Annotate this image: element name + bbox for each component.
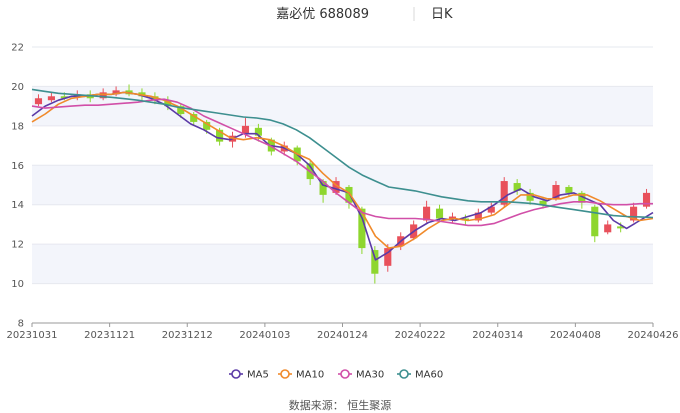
candle-body bbox=[34, 98, 43, 105]
candle-body bbox=[642, 192, 651, 207]
candle bbox=[384, 244, 392, 272]
candle bbox=[604, 220, 612, 235]
legend-label: MA30 bbox=[356, 370, 384, 381]
candle-body bbox=[99, 92, 107, 99]
candle-body bbox=[448, 216, 457, 219]
candle bbox=[513, 179, 521, 195]
y-tick-label: 12 bbox=[11, 240, 24, 251]
candle-body bbox=[332, 181, 340, 193]
y-axis: 8 10 12 14 16 18 20 22 bbox=[11, 43, 24, 330]
x-tick-label: 20231212 bbox=[162, 330, 213, 341]
legend-marker-icon bbox=[231, 369, 241, 379]
legend-item-ma60[interactable]: MA60 bbox=[397, 369, 443, 381]
moving-average-lines bbox=[31, 88, 654, 261]
candle bbox=[47, 92, 55, 103]
candle-body bbox=[384, 248, 392, 266]
plot-background bbox=[32, 86, 653, 284]
candle bbox=[642, 188, 651, 209]
x-tick-label: 20231121 bbox=[84, 330, 135, 341]
x-axis: 20231031 20231121 20231212 20240103 20240124… bbox=[7, 322, 679, 341]
candle bbox=[371, 246, 379, 284]
y-tick-label: 16 bbox=[11, 161, 24, 172]
ma-line-ma10 bbox=[31, 91, 654, 249]
candle-body bbox=[112, 90, 120, 95]
y-tick-label: 20 bbox=[11, 82, 24, 93]
candle-body bbox=[630, 206, 638, 221]
legend-marker-icon bbox=[399, 369, 409, 379]
data-source: 数据来源： 恒生聚源 bbox=[289, 398, 392, 412]
y-tick-label: 22 bbox=[11, 43, 24, 54]
legend-item-ma10[interactable]: MA10 bbox=[278, 369, 324, 381]
candle bbox=[578, 190, 586, 209]
candle bbox=[112, 86, 120, 97]
candle-body bbox=[500, 181, 508, 205]
plot-band bbox=[32, 244, 653, 284]
candle-body bbox=[513, 183, 521, 191]
candle-body bbox=[539, 200, 547, 205]
candle-body bbox=[241, 125, 250, 134]
candle-body bbox=[254, 127, 262, 136]
chart-header: 嘉必优 688089 日K bbox=[276, 7, 453, 22]
candle-body bbox=[526, 192, 534, 201]
legend-item-ma5[interactable]: MA5 bbox=[229, 369, 269, 381]
candle-body bbox=[358, 208, 366, 249]
candle-body bbox=[203, 121, 211, 130]
candle bbox=[565, 185, 573, 197]
x-tick-label: 20240426 bbox=[628, 330, 679, 341]
candle-body bbox=[319, 181, 327, 195]
candle-body bbox=[474, 212, 482, 221]
candle-body bbox=[216, 129, 224, 142]
candle bbox=[526, 188, 534, 205]
grid-lines bbox=[32, 46, 653, 324]
candle bbox=[319, 179, 327, 203]
candle bbox=[345, 185, 353, 209]
candle-body bbox=[190, 114, 198, 122]
candle bbox=[34, 94, 43, 107]
chart-title: 嘉必优 688089 bbox=[276, 7, 369, 22]
candle-body bbox=[435, 208, 444, 219]
legend-marker-icon bbox=[340, 369, 350, 379]
candle-body bbox=[604, 224, 612, 233]
candle-body bbox=[60, 96, 68, 99]
y-tick-label: 18 bbox=[11, 121, 24, 132]
candle bbox=[190, 112, 198, 126]
legend-item-ma30[interactable]: MA30 bbox=[338, 369, 384, 381]
candle bbox=[474, 208, 482, 223]
y-tick-label: 14 bbox=[11, 200, 24, 211]
candle-body bbox=[177, 106, 185, 115]
candle-body bbox=[487, 206, 495, 213]
legend-label: MA60 bbox=[415, 370, 443, 381]
legend-label: MA10 bbox=[296, 370, 324, 381]
x-tick-label: 20240408 bbox=[550, 330, 601, 341]
x-tick-label: 20231031 bbox=[7, 330, 58, 341]
x-tick-label: 20240314 bbox=[472, 330, 523, 341]
candle-body bbox=[591, 206, 599, 237]
candle bbox=[591, 204, 599, 243]
candlesticks bbox=[34, 84, 651, 284]
x-tick-label: 20240222 bbox=[395, 330, 446, 341]
legend-marker-icon bbox=[280, 369, 290, 379]
ma-line-ma60 bbox=[31, 88, 654, 219]
y-tick-label: 8 bbox=[18, 319, 24, 330]
x-tick-label: 20240103 bbox=[239, 330, 290, 341]
candle-body bbox=[565, 186, 573, 193]
candle-body bbox=[371, 250, 379, 274]
candle-body bbox=[164, 100, 172, 107]
candle-body bbox=[617, 226, 625, 229]
x-tick-label: 20240124 bbox=[317, 330, 368, 341]
candle bbox=[487, 202, 495, 215]
y-tick-label: 10 bbox=[11, 279, 24, 290]
legend-label: MA5 bbox=[247, 370, 269, 381]
candle bbox=[358, 206, 366, 254]
legend[interactable]: MA5 MA10 MA30 MA60 bbox=[229, 369, 443, 381]
candle-body bbox=[345, 186, 353, 203]
candle-body bbox=[578, 192, 586, 203]
candle-body bbox=[423, 206, 431, 221]
candle-body bbox=[47, 96, 55, 101]
chart-subtitle: 日K bbox=[431, 7, 453, 22]
plot-band bbox=[32, 86, 653, 126]
candle-body bbox=[552, 185, 560, 199]
